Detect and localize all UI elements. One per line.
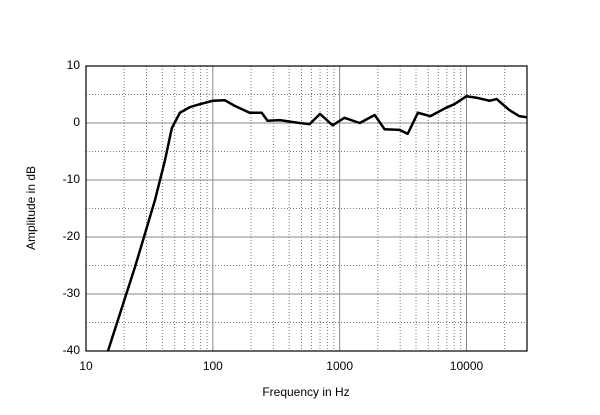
y-axis-title: Amplitude in dB [24,166,38,250]
x-tick-label: 1000 [326,359,353,373]
y-tick-label: -20 [63,229,81,243]
y-tick-label: -30 [63,286,81,300]
y-tick-label: 10 [67,58,81,72]
y-tick-label: 0 [73,115,80,129]
x-axis-title: Frequency in Hz [262,385,349,399]
x-tick-label: 100 [203,359,223,373]
response-line [106,94,528,352]
x-tick-label: 10000 [450,359,484,373]
plot-frame [85,65,528,352]
y-tick-label: -40 [63,343,81,357]
x-tick-label: 10 [79,359,93,373]
y-tick-label: -10 [63,172,81,186]
